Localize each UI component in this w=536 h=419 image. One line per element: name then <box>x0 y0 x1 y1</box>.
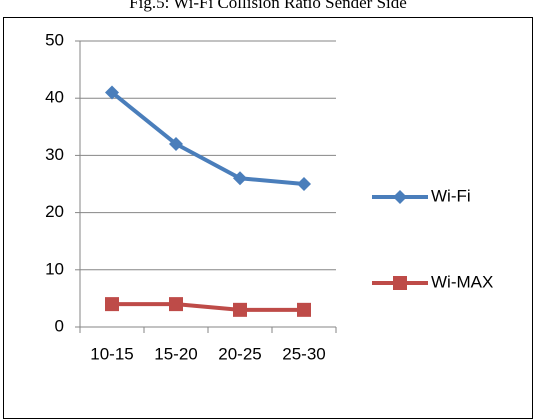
data-point <box>105 85 119 100</box>
x-tick-label: 25-30 <box>282 344 325 363</box>
data-point <box>233 302 247 317</box>
x-tick-label: 10-15 <box>90 344 133 363</box>
y-tick-label: 30 <box>45 145 64 164</box>
legend-label: Wi-Fi <box>431 186 471 205</box>
data-point <box>297 177 311 191</box>
x-tick-label: 20-25 <box>218 344 261 363</box>
series-line <box>110 90 305 186</box>
legend-marker <box>393 276 407 290</box>
data-point <box>297 302 311 317</box>
y-tick-label: 50 <box>45 30 64 49</box>
y-tick-label: 20 <box>45 202 64 221</box>
series-line <box>112 302 304 312</box>
legend-marker <box>393 190 407 204</box>
chart-border <box>3 17 533 419</box>
data-point <box>169 136 183 151</box>
y-tick-label: 0 <box>55 316 64 335</box>
x-tick-label: 15-20 <box>154 344 197 363</box>
y-tick-label: 40 <box>45 88 64 107</box>
legend-label: Wi-MAX <box>431 272 493 291</box>
data-point <box>105 297 119 312</box>
chart-title: Fig.5: Wi-Fi Collision Ratio Sender Side <box>129 0 407 12</box>
y-tick-label: 10 <box>45 259 64 278</box>
data-point <box>233 171 247 186</box>
data-point <box>169 297 183 312</box>
